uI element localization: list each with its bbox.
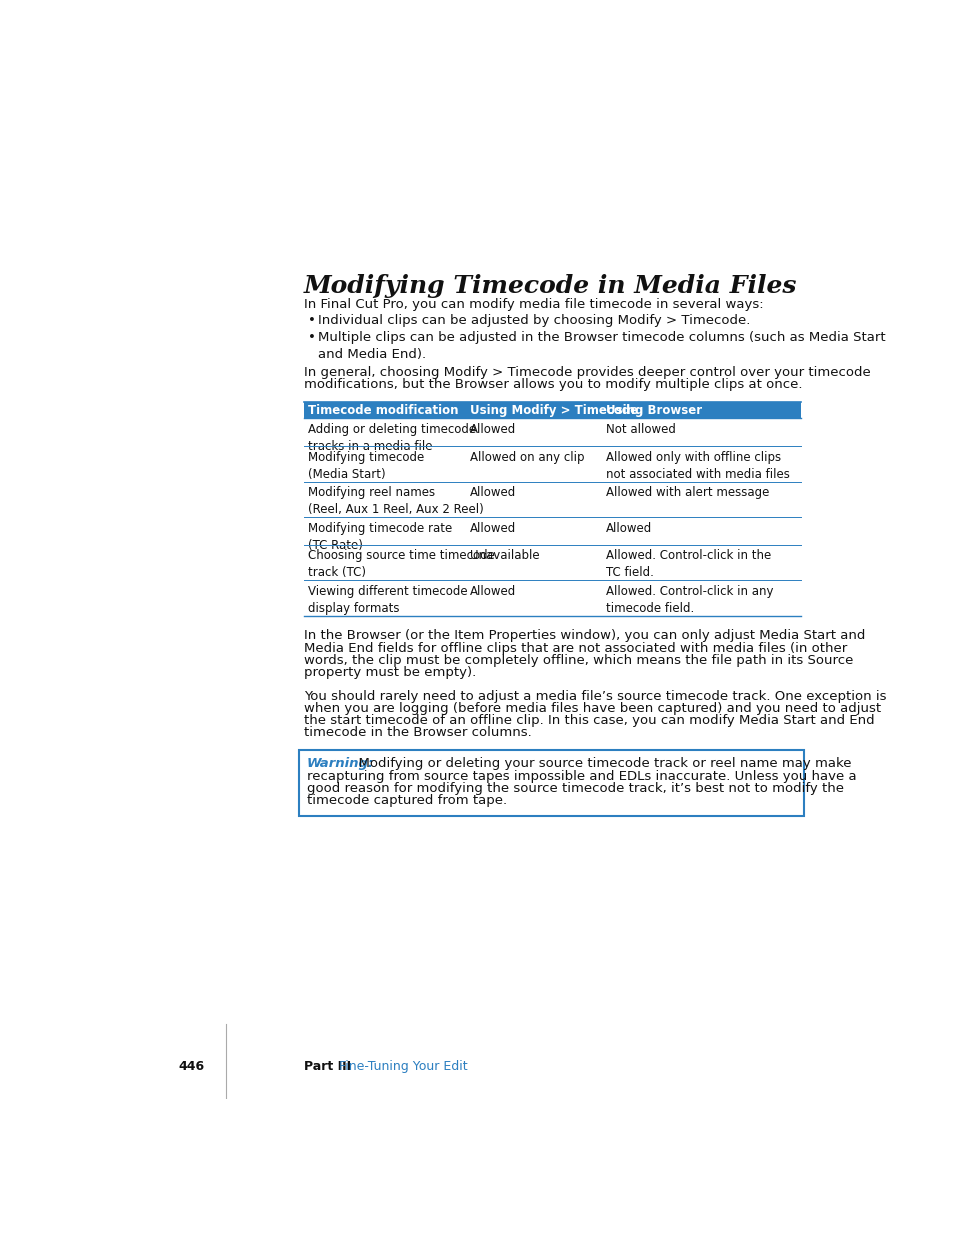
Text: Allowed. Control-click in any
timecode field.: Allowed. Control-click in any timecode f… [605,585,773,615]
Text: Individual clips can be adjusted by choosing Modify > Timecode.: Individual clips can be adjusted by choo… [317,314,749,327]
Text: Viewing different timecode
display formats: Viewing different timecode display forma… [307,585,467,615]
Text: Part III: Part III [303,1060,351,1072]
Text: •: • [308,331,315,343]
Text: Allowed only with offline clips
not associated with media files: Allowed only with offline clips not asso… [605,451,789,480]
Text: Using Modify > Timecode: Using Modify > Timecode [470,404,638,417]
Text: Allowed on any clip: Allowed on any clip [470,451,584,464]
Text: Modifying timecode rate
(TC Rate): Modifying timecode rate (TC Rate) [307,521,452,552]
Text: Allowed: Allowed [470,424,516,436]
Text: the start timecode of an offline clip. In this case, you can modify Media Start : the start timecode of an offline clip. I… [303,714,873,727]
Text: Modifying reel names
(Reel, Aux 1 Reel, Aux 2 Reel): Modifying reel names (Reel, Aux 1 Reel, … [307,487,483,516]
Text: Using Browser: Using Browser [605,404,701,417]
Text: Unavailable: Unavailable [470,550,539,562]
Text: Allowed: Allowed [605,521,652,535]
Text: Timecode modification: Timecode modification [307,404,457,417]
Text: Modifying Timecode in Media Files: Modifying Timecode in Media Files [303,274,797,298]
Text: Media End fields for offline clips that are not associated with media files (in : Media End fields for offline clips that … [303,642,846,655]
Text: when you are logging (before media files have been captured) and you need to adj: when you are logging (before media files… [303,701,880,715]
Text: You should rarely need to adjust a media file’s source timecode track. One excep: You should rarely need to adjust a media… [303,689,885,703]
Text: words, the clip must be completely offline, which means the file path in its Sou: words, the clip must be completely offli… [303,655,852,667]
Text: Multiple clips can be adjusted in the Browser timecode columns (such as Media St: Multiple clips can be adjusted in the Br… [317,331,884,361]
Text: property must be empty).: property must be empty). [303,667,476,679]
Text: In Final Cut Pro, you can modify media file timecode in several ways:: In Final Cut Pro, you can modify media f… [303,299,762,311]
Text: Allowed. Control-click in the
TC field.: Allowed. Control-click in the TC field. [605,550,770,579]
Text: Allowed: Allowed [470,487,516,499]
Text: good reason for modifying the source timecode track, it’s best not to modify the: good reason for modifying the source tim… [307,782,842,795]
Text: timecode in the Browser columns.: timecode in the Browser columns. [303,726,531,740]
Text: 446: 446 [178,1060,204,1072]
Text: timecode captured from tape.: timecode captured from tape. [307,794,506,808]
Text: recapturing from source tapes impossible and EDLs inaccurate. Unless you have a: recapturing from source tapes impossible… [307,769,856,783]
Text: Allowed: Allowed [470,585,516,598]
Text: Adding or deleting timecode
tracks in a media file: Adding or deleting timecode tracks in a … [307,424,476,453]
Text: In the Browser (or the Item Properties window), you can only adjust Media Start : In the Browser (or the Item Properties w… [303,630,864,642]
Bar [303,401,801,419]
Text: In general, choosing Modify > Timecode provides deeper control over your timecod: In general, choosing Modify > Timecode p… [303,366,869,379]
Text: modifications, but the Browser allows you to modify multiple clips at once.: modifications, but the Browser allows yo… [303,378,801,391]
Text: •: • [308,314,315,327]
Text: Allowed with alert message: Allowed with alert message [605,487,768,499]
Text: Warning:: Warning: [307,757,374,771]
Text: Choosing source time timecode
track (TC): Choosing source time timecode track (TC) [307,550,494,579]
Text: Allowed: Allowed [470,521,516,535]
Text: Modifying or deleting your source timecode track or reel name may make: Modifying or deleting your source timeco… [350,757,851,771]
Bar [298,750,803,816]
Text: Not allowed: Not allowed [605,424,675,436]
Text: Fine-Tuning Your Edit: Fine-Tuning Your Edit [339,1060,468,1072]
Text: Modifying timecode
(Media Start): Modifying timecode (Media Start) [307,451,423,480]
